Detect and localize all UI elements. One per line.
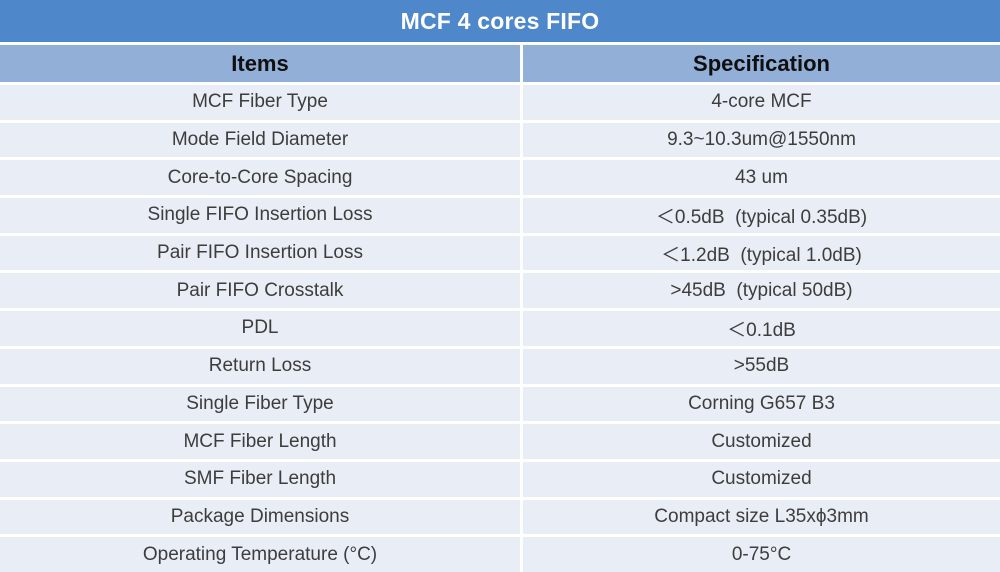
table-row: Pair FIFO Crosstalk >45dB (typical 50dB): [0, 273, 1000, 309]
spec-cell: ＜0.1dB: [523, 311, 1000, 346]
table-row: Mode Field Diameter 9.3~10.3um@1550nm: [0, 122, 1000, 158]
table-title-bar: MCF 4 cores FIFO: [0, 0, 1000, 42]
item-cell: Operating Temperature (°C): [0, 537, 520, 572]
item-cell: Single FIFO Insertion Loss: [0, 198, 520, 233]
table-row: Operating Temperature (°C) 0-75°C: [0, 537, 1000, 572]
spec-cell: Customized: [523, 424, 1000, 459]
table-row: SMF Fiber Length Customized: [0, 461, 1000, 497]
table-row: MCF Fiber Length Customized: [0, 424, 1000, 459]
item-cell: PDL: [0, 311, 520, 346]
item-cell: Pair FIFO Insertion Loss: [0, 235, 520, 271]
spec-cell: Compact size L35xϕ3mm: [523, 499, 1000, 535]
item-cell: Return Loss: [0, 348, 520, 384]
table-row: Pair FIFO Insertion Loss ＜1.2dB (typical…: [0, 235, 1000, 271]
table-row: Single Fiber Type Corning G657 B3: [0, 386, 1000, 422]
table-row: MCF Fiber Type 4-core MCF: [0, 85, 1000, 120]
item-cell: Pair FIFO Crosstalk: [0, 273, 520, 309]
spec-cell: >55dB: [523, 348, 1000, 384]
table-row: Single FIFO Insertion Loss ＜0.5dB (typic…: [0, 198, 1000, 233]
table-row: PDL ＜0.1dB: [0, 311, 1000, 346]
spec-cell: >45dB (typical 50dB): [523, 273, 1000, 309]
item-cell: SMF Fiber Length: [0, 461, 520, 497]
header-cell-specification: Specification: [523, 45, 1000, 82]
spec-cell: ＜1.2dB (typical 1.0dB): [523, 235, 1000, 271]
item-cell: MCF Fiber Type: [0, 85, 520, 120]
header-cell-items: Items: [0, 45, 520, 82]
spec-cell: ＜0.5dB (typical 0.35dB): [523, 198, 1000, 233]
item-cell: Core-to-Core Spacing: [0, 160, 520, 196]
table-row: Package Dimensions Compact size L35xϕ3mm: [0, 499, 1000, 535]
spec-cell: Customized: [523, 461, 1000, 497]
spec-cell: 9.3~10.3um@1550nm: [523, 122, 1000, 158]
spec-cell: 4-core MCF: [523, 85, 1000, 120]
table-header-row: Items Specification: [0, 45, 1000, 82]
item-cell: Mode Field Diameter: [0, 122, 520, 158]
item-cell: Package Dimensions: [0, 499, 520, 535]
table-row: Core-to-Core Spacing 43 um: [0, 160, 1000, 196]
spec-cell: 43 um: [523, 160, 1000, 196]
item-cell: Single Fiber Type: [0, 386, 520, 422]
spec-cell: 0-75°C: [523, 537, 1000, 572]
item-cell: MCF Fiber Length: [0, 424, 520, 459]
spec-cell: Corning G657 B3: [523, 386, 1000, 422]
table-row: Return Loss >55dB: [0, 348, 1000, 384]
table-title: MCF 4 cores FIFO: [400, 7, 600, 34]
